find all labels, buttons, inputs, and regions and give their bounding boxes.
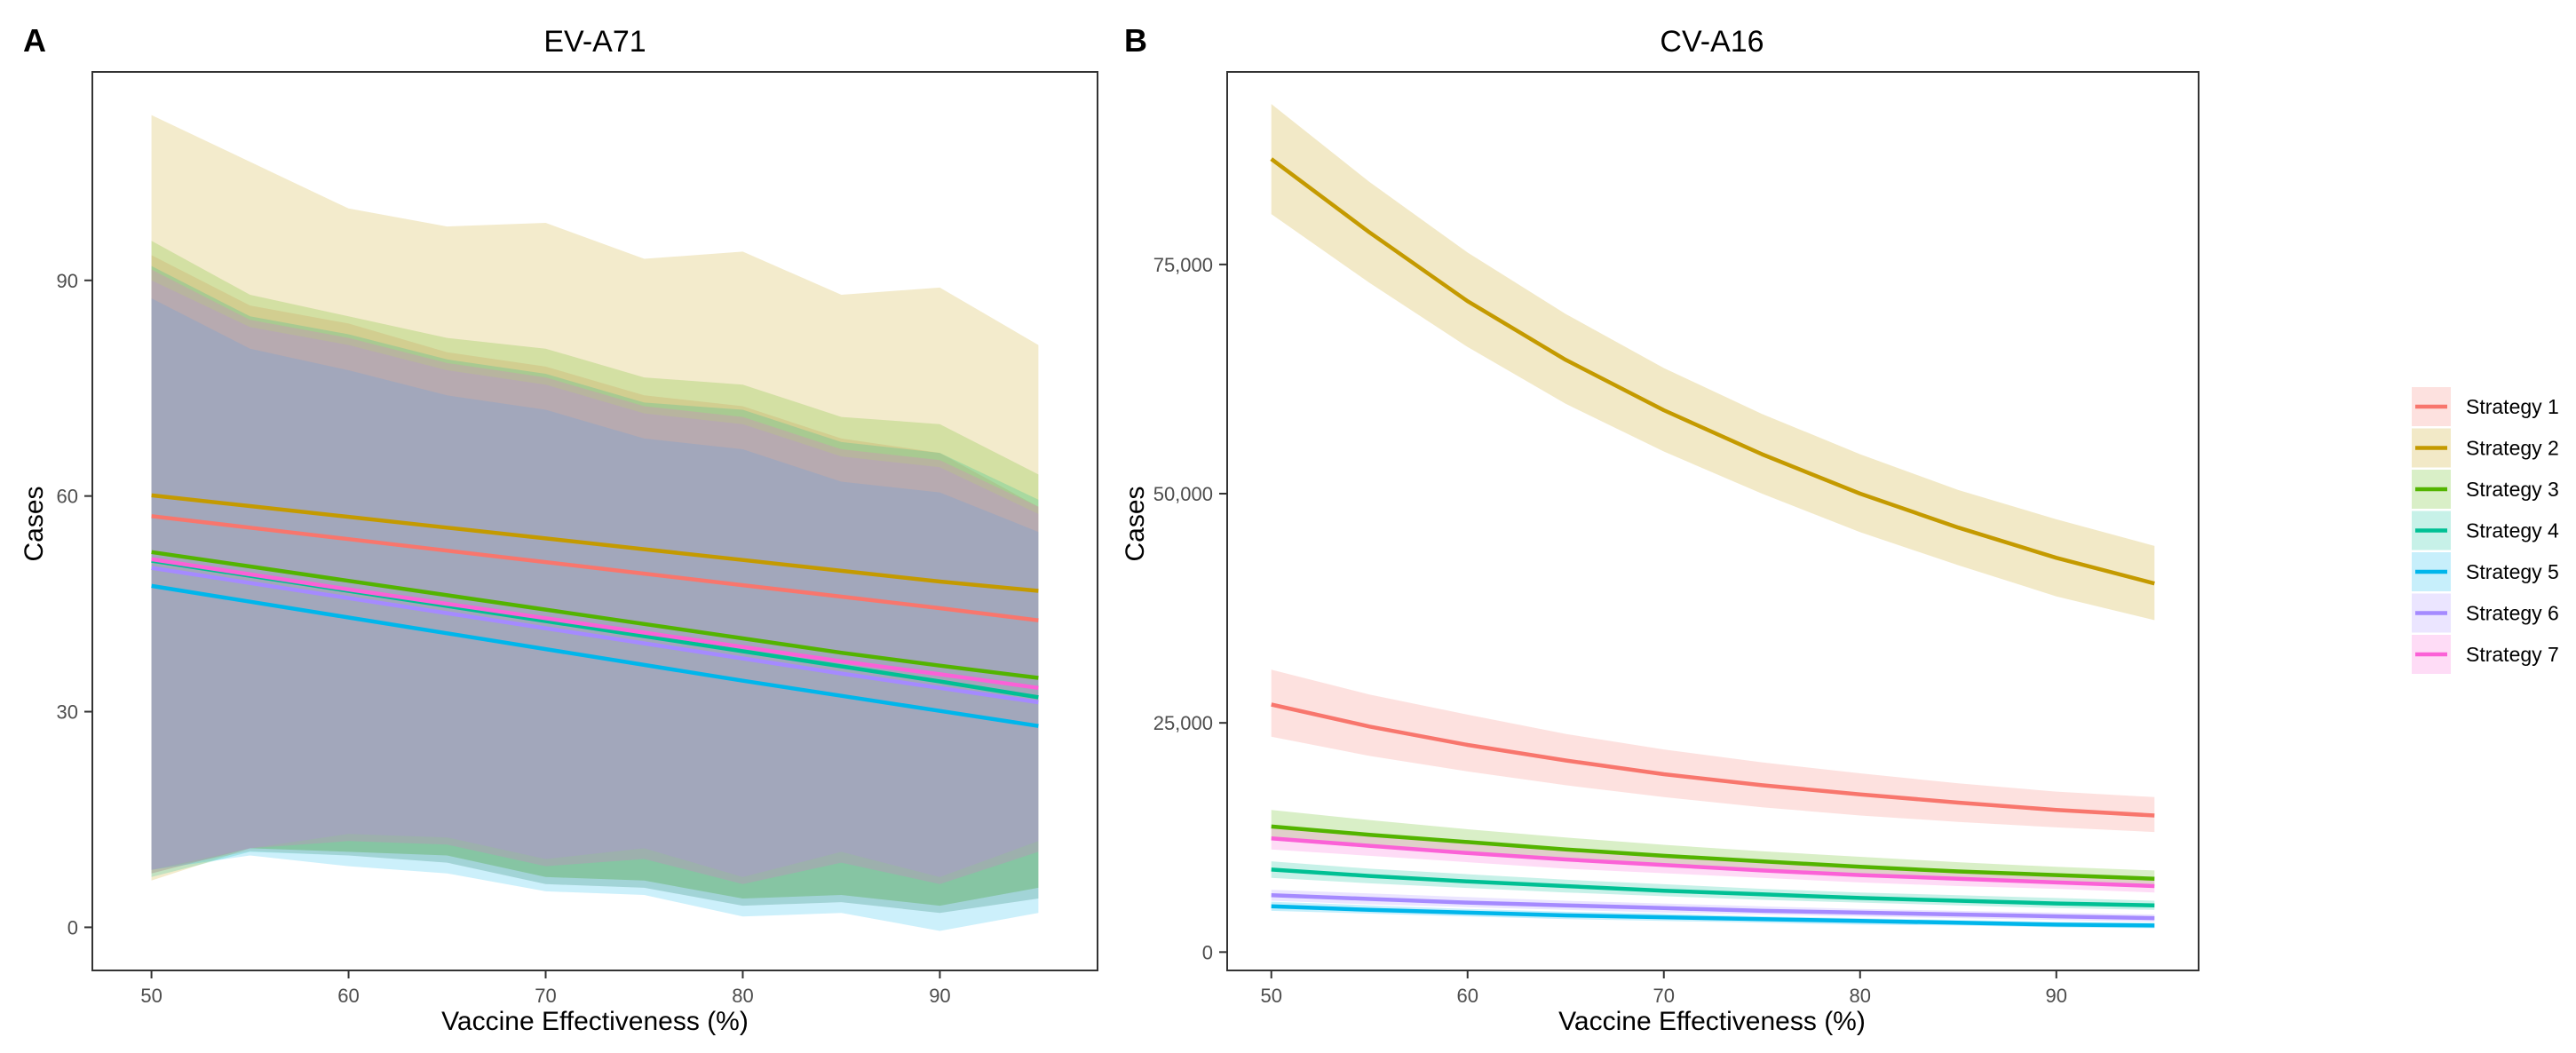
ci-bands-ev-a71 [151,115,1039,931]
x-axis-label-ev-a71: Vaccine Effectiveness (%) [441,1007,749,1036]
y-tick-label-cv-a16-25000: 25,000 [1153,712,1213,734]
x-tick-label-ev-a71-50: 50 [140,985,162,1007]
y-tick-label-cv-a16-75000: 75,000 [1153,254,1213,276]
panel-cv-a16: B CV-A16 Vaccine Effectiveness (%) Cases… [1121,22,2200,1036]
legend-label-strategy-6: Strategy 6 [2466,602,2559,625]
chart-title-cv-a16: CV-A16 [1660,25,1764,59]
x-tick-label-ev-a71-90: 90 [929,985,950,1007]
ci-band-ev-a71-strategy-2 [151,115,1039,907]
x-tick-label-ev-a71-70: 70 [535,985,556,1007]
series-line-ev-a71-strategy-7 [151,557,1039,691]
panel-ev-a71: A EV-A71 Vaccine Effectiveness (%) Cases… [20,22,1098,1036]
chart-title-ev-a71: EV-A71 [543,25,646,59]
x-tick-label-ev-a71-60: 60 [337,985,359,1007]
series-line-ev-a71-strategy-1 [151,514,1039,622]
series-line-ev-a71-strategy-6 [151,566,1039,705]
x-tick-label-cv-a16-80: 80 [1850,985,1871,1007]
ci-band-cv-a16-strategy-3 [1271,810,2155,886]
y-axis-label-ev-a71: Cases [20,486,49,561]
series-lines-ev-a71 [151,493,1039,728]
y-tick-label-ev-a71-0: 0 [67,916,78,938]
y-axis-label-cv-a16: Cases [1121,486,1150,561]
ci-band-ev-a71-strategy-7 [151,269,1039,884]
panel-label-a: A [23,22,46,59]
legend-label-strategy-2: Strategy 2 [2466,437,2559,460]
x-tick-label-cv-a16-50: 50 [1260,985,1281,1007]
x-axis-label-cv-a16: Vaccine Effectiveness (%) [1558,1007,1866,1036]
ci-band-cv-a16-strategy-2 [1271,104,2155,621]
legend-label-strategy-3: Strategy 3 [2466,478,2559,501]
series-line-cv-a16-strategy-3 [1271,824,2155,881]
series-line-ev-a71-strategy-2 [151,493,1039,593]
series-lines-cv-a16 [1270,157,2155,928]
series-line-ev-a71-strategy-3 [151,550,1039,680]
legend-label-strategy-1: Strategy 1 [2466,395,2559,418]
axis-ticks-ev-a71: 50 60 70 80 90 0 30 60 90 [57,270,951,1007]
legend-label-strategy-5: Strategy 5 [2466,560,2559,583]
x-tick-label-cv-a16-90: 90 [2046,985,2067,1007]
series-line-cv-a16-strategy-7 [1271,836,2155,889]
y-tick-label-cv-a16-50000: 50,000 [1153,483,1213,505]
ci-band-ev-a71-strategy-1 [151,255,1039,914]
ci-bands-cv-a16 [1271,104,2155,929]
axis-ticks-cv-a16: 50 60 70 80 90 0 25,000 50,000 75,000 [1153,254,2067,1007]
series-line-cv-a16-strategy-5 [1271,904,2155,928]
y-tick-label-cv-a16-0: 0 [1202,941,1213,963]
series-line-cv-a16-strategy-4 [1271,867,2155,907]
ci-band-cv-a16-strategy-4 [1271,861,2155,910]
series-line-cv-a16-strategy-1 [1271,702,2155,818]
ci-band-ev-a71-strategy-3 [151,241,1039,907]
y-tick-label-ev-a71-30: 30 [57,701,78,724]
panel-label-b: B [1124,22,1147,59]
x-tick-label-cv-a16-70: 70 [1653,985,1675,1007]
series-line-cv-a16-strategy-2 [1270,157,2155,586]
ci-band-ev-a71-strategy-4 [151,265,1039,914]
x-tick-label-ev-a71-80: 80 [732,985,753,1007]
y-tick-label-ev-a71-60: 60 [57,486,78,508]
series-line-cv-a16-strategy-6 [1271,893,2155,921]
ci-band-cv-a16-strategy-1 [1271,669,2155,833]
series-line-ev-a71-strategy-5 [151,583,1039,728]
plot-frame-ev-a71 [91,71,1098,971]
legend: Strategy 1 Strategy 2 Strategy 3 Strategy 4… [2412,387,2559,674]
plot-frame-cv-a16 [1226,71,2200,971]
legend-label-strategy-7: Strategy 7 [2466,643,2559,666]
ci-band-ev-a71-strategy-6 [151,280,1039,877]
y-tick-label-ev-a71-90: 90 [57,270,78,292]
x-tick-label-cv-a16-60: 60 [1456,985,1478,1007]
legend-label-strategy-4: Strategy 4 [2466,519,2559,542]
ci-band-ev-a71-strategy-5 [151,298,1039,931]
